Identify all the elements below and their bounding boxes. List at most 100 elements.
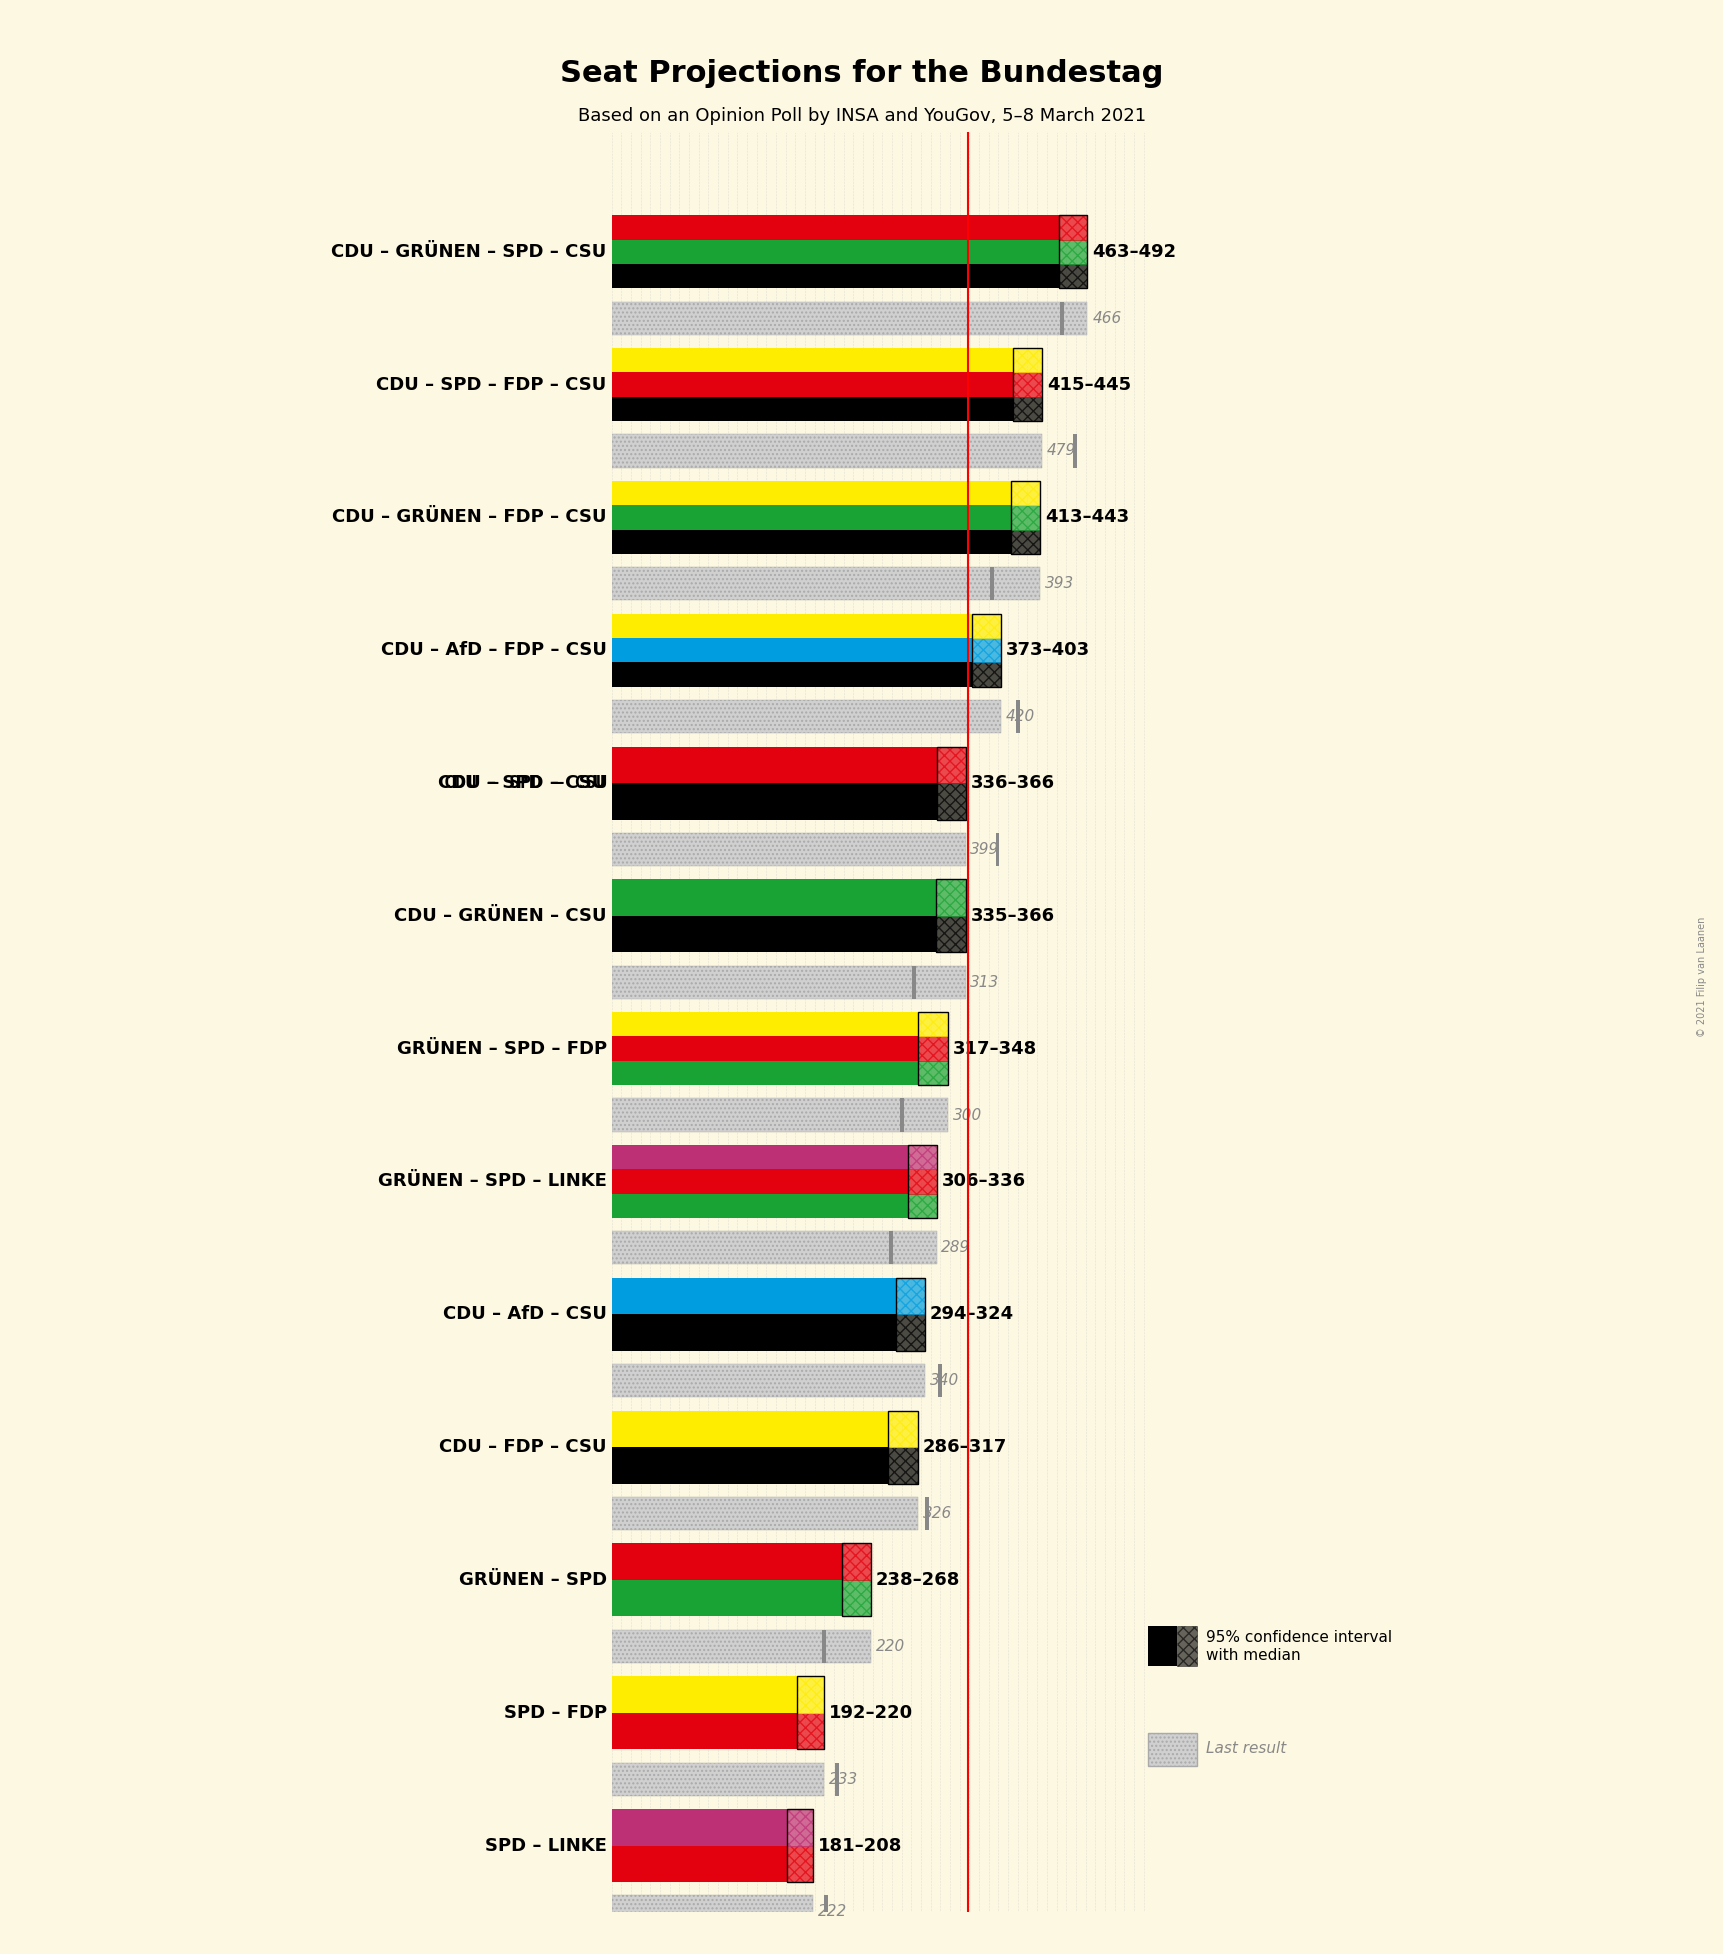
Bar — [936, 784, 965, 819]
Text: CDU – SPD – FDP – CSU: CDU – SPD – FDP – CSU — [376, 375, 606, 393]
Text: © 2021 Filip van Laanen: © 2021 Filip van Laanen — [1695, 916, 1706, 1038]
Text: CDU – GRÜNEN – CSU: CDU – GRÜNEN – CSU — [395, 907, 606, 924]
Bar — [896, 1278, 925, 1315]
Bar — [989, 567, 992, 600]
Bar — [796, 1677, 824, 1749]
Bar — [612, 916, 936, 952]
Bar — [786, 1809, 812, 1845]
Bar — [1060, 215, 1087, 289]
Bar — [936, 879, 965, 916]
Text: 306–336: 306–336 — [941, 1172, 1025, 1190]
Bar — [899, 1098, 903, 1131]
Text: CDU – FDP – CSU: CDU – FDP – CSU — [439, 1438, 606, 1456]
Text: 399: 399 — [970, 842, 999, 858]
Bar — [612, 700, 1001, 733]
Bar — [1015, 700, 1018, 733]
Bar — [1010, 481, 1039, 553]
Bar — [1177, 1626, 1196, 1667]
Bar — [1013, 348, 1041, 422]
Bar — [612, 614, 972, 639]
Bar — [1148, 1626, 1177, 1667]
Bar — [612, 1315, 896, 1350]
Text: 317–348: 317–348 — [953, 1040, 1037, 1057]
Bar — [612, 1194, 906, 1217]
Text: 420: 420 — [1006, 709, 1036, 725]
Bar — [612, 879, 936, 916]
Bar — [612, 1714, 796, 1749]
Text: CDU – SPD – CSU: CDU – SPD – CSU — [443, 774, 606, 791]
Text: Last result: Last result — [1206, 1741, 1285, 1757]
Bar — [612, 965, 965, 998]
Text: 413–443: 413–443 — [1044, 508, 1129, 526]
Bar — [906, 1145, 936, 1217]
Bar — [612, 1630, 870, 1663]
Bar — [841, 1544, 870, 1616]
Bar — [936, 879, 965, 952]
Bar — [834, 1763, 839, 1796]
Bar — [1013, 348, 1041, 373]
Bar — [612, 1231, 936, 1264]
Bar — [887, 1411, 918, 1483]
Bar — [612, 434, 1041, 467]
Bar — [1060, 240, 1087, 264]
Bar — [612, 965, 965, 998]
Bar — [612, 832, 965, 866]
Text: 313: 313 — [970, 975, 999, 991]
Text: 479: 479 — [1046, 444, 1075, 459]
Bar — [612, 1061, 918, 1084]
Bar — [612, 1809, 786, 1845]
Text: 222: 222 — [817, 1905, 846, 1919]
Bar — [612, 1411, 887, 1448]
Bar — [612, 567, 1039, 600]
Text: CDU – AfD – FDP – CSU: CDU – AfD – FDP – CSU — [381, 641, 606, 658]
Bar — [612, 397, 1013, 422]
Bar — [841, 1581, 870, 1616]
Bar — [612, 1763, 824, 1796]
Text: CDU – AfD – CSU: CDU – AfD – CSU — [443, 1305, 606, 1323]
Bar — [936, 746, 965, 819]
Bar — [612, 1895, 812, 1929]
Bar — [612, 1145, 906, 1168]
Bar — [612, 1036, 918, 1061]
Bar — [786, 1845, 812, 1882]
Bar — [612, 1098, 948, 1131]
Bar — [612, 1497, 918, 1530]
Bar — [918, 1036, 948, 1061]
Bar — [896, 1278, 925, 1350]
Text: SPD – FDP: SPD – FDP — [503, 1704, 606, 1721]
Text: SPD – LINKE: SPD – LINKE — [484, 1837, 606, 1854]
Bar — [972, 639, 1001, 662]
Bar — [1013, 397, 1041, 422]
Bar — [796, 1677, 824, 1714]
Bar — [612, 1845, 786, 1882]
Bar — [612, 1895, 812, 1929]
Bar — [906, 1168, 936, 1194]
Text: CDU – GRÜNEN – FDP – CSU: CDU – GRÜNEN – FDP – CSU — [333, 508, 606, 526]
Text: 294–324: 294–324 — [929, 1305, 1013, 1323]
Text: 95% confidence interval
with median: 95% confidence interval with median — [1206, 1630, 1392, 1663]
Bar — [612, 1630, 870, 1663]
Bar — [612, 746, 936, 784]
Bar — [937, 1364, 942, 1397]
Bar — [612, 1231, 936, 1264]
Bar — [936, 916, 965, 952]
Text: 300: 300 — [953, 1108, 982, 1122]
Bar — [612, 1763, 824, 1796]
Bar — [925, 1497, 929, 1530]
Bar — [824, 1895, 827, 1929]
Bar — [841, 1544, 870, 1581]
Bar — [786, 1809, 812, 1882]
Bar — [612, 1168, 906, 1194]
Bar — [612, 567, 1039, 600]
Bar — [612, 215, 1060, 240]
Text: 326: 326 — [922, 1507, 951, 1520]
Bar — [612, 1448, 887, 1483]
Bar — [1010, 506, 1039, 530]
Bar — [887, 1448, 918, 1483]
Bar — [612, 301, 1087, 334]
Text: 340: 340 — [929, 1374, 958, 1387]
Bar — [918, 1012, 948, 1036]
Text: 373–403: 373–403 — [1006, 641, 1089, 658]
Bar — [612, 1364, 925, 1397]
Text: 466: 466 — [1092, 311, 1122, 326]
